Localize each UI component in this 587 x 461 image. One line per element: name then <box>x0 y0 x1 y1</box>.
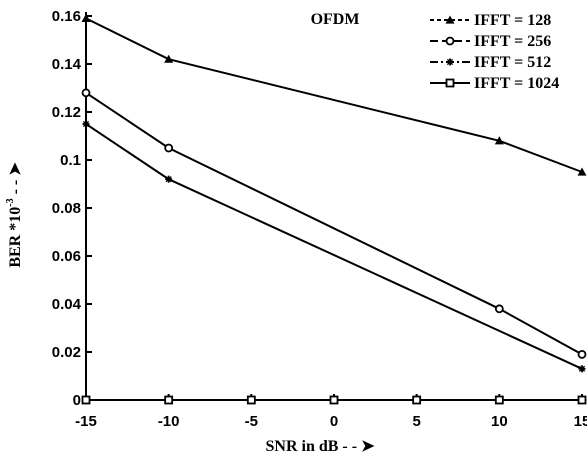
y-tick-label: 0.02 <box>52 344 81 361</box>
y-axis-arrow: - - ➤ <box>7 162 24 199</box>
triangle-marker <box>445 15 455 24</box>
star-marker <box>446 58 454 66</box>
y-tick-label: 0.08 <box>52 200 81 217</box>
series-layer <box>81 13 587 405</box>
series-2 <box>81 88 587 359</box>
legend-label: IFFT = 1024 <box>474 75 559 92</box>
series-line <box>85 123 583 370</box>
legend-label: IFFT = 128 <box>474 12 551 29</box>
x-axis-arrow: - - ➤ <box>342 438 375 455</box>
y-axis-title: BER *10-3 - - ➤ <box>5 162 24 268</box>
legend-label: IFFT = 256 <box>474 33 551 50</box>
series-3 <box>82 120 586 373</box>
square-marker <box>164 395 174 405</box>
series-line <box>85 17 583 173</box>
triangle-marker <box>81 13 91 22</box>
y-tick-label: 0.1 <box>60 152 81 169</box>
series-4 <box>81 395 587 405</box>
axes: 0 0.02 0.04 0.06 0.08 0.1 0.12 0.14 0.16 -15 -10 -5… <box>52 8 587 430</box>
square-marker <box>412 395 422 405</box>
square-marker <box>81 395 91 405</box>
x-tick-label: -5 <box>245 413 258 430</box>
circle-marker <box>445 36 455 46</box>
star-marker <box>578 365 586 373</box>
square-marker <box>577 395 587 405</box>
y-tick-label: 0.16 <box>52 8 81 25</box>
triangle-marker <box>577 167 587 176</box>
star-marker <box>165 175 173 183</box>
x-tick-label: -15 <box>75 413 97 430</box>
y-tick-label: 0.14 <box>52 56 82 73</box>
x-tick-label: 10 <box>491 413 508 430</box>
x-tick-label: 5 <box>412 413 420 430</box>
y-tick-label: 0.06 <box>52 248 81 265</box>
square-marker <box>445 78 455 88</box>
triangle-marker <box>164 54 174 63</box>
circle-marker <box>81 88 91 98</box>
series-line <box>85 91 583 356</box>
square-marker <box>329 395 339 405</box>
circle-marker <box>494 304 504 314</box>
star-stroke <box>446 58 454 66</box>
star-stroke <box>165 176 172 183</box>
legend-entry-2: IFFT = 256 <box>430 33 551 50</box>
legend: IFFT = 128 IFFT = 256 IFFT = 512 IFFT = 102… <box>430 12 559 92</box>
legend-label: IFFT = 512 <box>474 54 551 71</box>
x-tick-label: 0 <box>330 413 338 430</box>
square-marker <box>494 395 504 405</box>
x-tick-label: 15 <box>574 413 587 430</box>
chart-title: OFDM <box>311 11 360 28</box>
legend-entry-1: IFFT = 128 <box>430 12 551 29</box>
y-tick-label: 0.04 <box>52 296 82 313</box>
square-marker <box>246 395 256 405</box>
star-stroke <box>578 365 586 372</box>
y-tick-label: 0.12 <box>52 104 81 121</box>
circle-marker <box>164 143 174 153</box>
x-axis-title: SNR in dB - - ➤ <box>266 438 376 455</box>
legend-entry-3: IFFT = 512 <box>430 54 551 71</box>
series-1 <box>81 13 587 176</box>
star-stroke <box>82 120 90 128</box>
triangle-marker <box>494 136 504 145</box>
y-axis-exponent: -3 <box>5 198 16 206</box>
star-marker <box>82 120 90 128</box>
legend-entry-4: IFFT = 1024 <box>430 75 559 92</box>
circle-marker <box>577 349 587 359</box>
x-tick-label: -10 <box>158 413 180 430</box>
y-tick-label: 0 <box>73 392 81 409</box>
